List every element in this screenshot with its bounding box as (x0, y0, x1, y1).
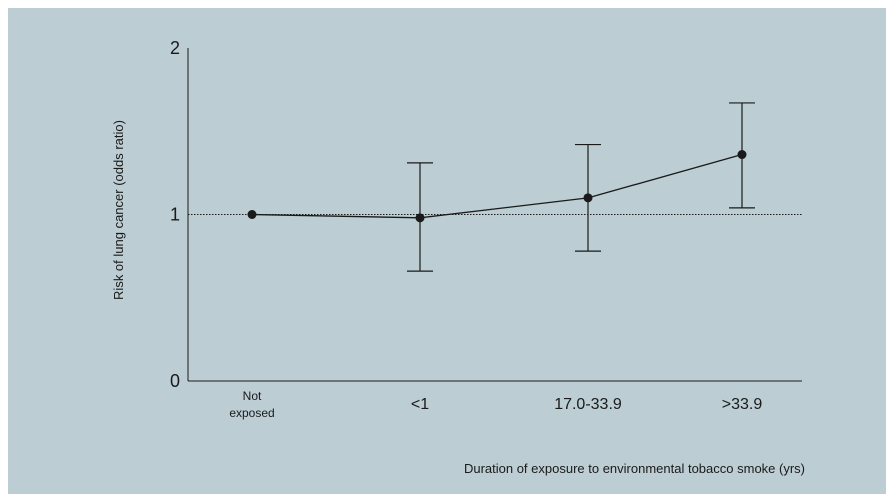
data-point (737, 150, 747, 160)
y-tick-label: 0 (170, 371, 180, 391)
x-tick-label: 17.0-33.9 (554, 396, 622, 413)
x-axis-label: Duration of exposure to environmental to… (464, 461, 805, 476)
chart-background (8, 8, 886, 494)
x-tick-label: >33.9 (722, 396, 763, 413)
y-tick-label: 2 (170, 38, 180, 58)
y-axis-label: Risk of lung cancer (odds ratio) (111, 120, 126, 300)
data-point (415, 213, 425, 223)
data-point (247, 210, 257, 219)
y-tick-label: 1 (170, 205, 180, 225)
x-tick-label: <1 (411, 396, 429, 413)
data-point (583, 193, 593, 203)
series-line (251, 153, 743, 219)
x-tick-label: Not exposed (229, 389, 274, 420)
